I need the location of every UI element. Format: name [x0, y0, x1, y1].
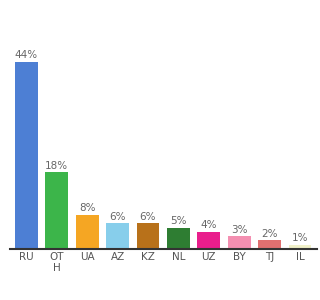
Bar: [106, 224, 129, 249]
Bar: [167, 228, 190, 249]
Bar: [76, 215, 99, 249]
Bar: [228, 236, 251, 249]
Text: 8%: 8%: [79, 203, 95, 213]
Text: 6%: 6%: [140, 212, 156, 222]
Text: 18%: 18%: [45, 160, 68, 171]
Text: 3%: 3%: [231, 224, 247, 235]
Bar: [15, 61, 38, 249]
Text: 44%: 44%: [15, 50, 38, 60]
Bar: [289, 245, 311, 249]
Text: 2%: 2%: [261, 229, 278, 239]
Text: 6%: 6%: [109, 212, 126, 222]
Text: 1%: 1%: [292, 233, 308, 243]
Text: 5%: 5%: [170, 216, 187, 226]
Bar: [45, 172, 68, 249]
Text: 4%: 4%: [201, 220, 217, 230]
Bar: [258, 241, 281, 249]
Bar: [137, 224, 159, 249]
Bar: [197, 232, 220, 249]
